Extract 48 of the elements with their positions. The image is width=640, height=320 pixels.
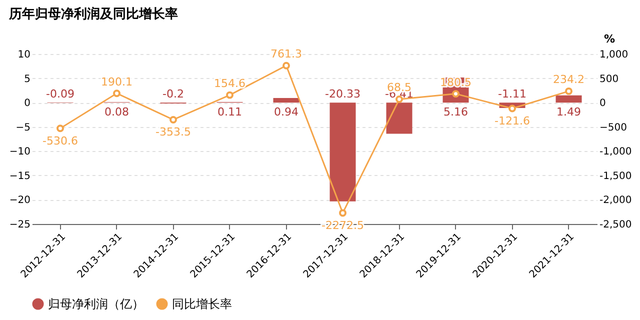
y-tick-label: −25 [9, 220, 30, 230]
data-label: 0.94 [274, 106, 298, 119]
point [282, 62, 290, 70]
y2-tick-label: 500 [600, 74, 619, 85]
y-tick-label: 5 [24, 74, 30, 85]
y2-tick-label: −500 [600, 122, 627, 134]
y-tick-label: 0 [24, 98, 30, 110]
data-label: -121.6 [494, 114, 530, 128]
data-label: 761.3 [270, 48, 302, 61]
legend-label: 归母净利润（亿） [48, 297, 144, 311]
bar [273, 98, 300, 103]
y2-tick-label: -1,000 [600, 146, 632, 158]
point [226, 91, 234, 99]
point [508, 104, 516, 112]
y-tick-label: −20 [9, 195, 30, 206]
y2-tick-label: -2,000 [600, 195, 632, 206]
y-tick-label: −5 [16, 122, 30, 134]
data-label: 5.16 [444, 106, 468, 119]
bar [386, 102, 412, 134]
y2-tick-label: -2,500 [600, 220, 632, 230]
y-tick-label: −15 [9, 170, 30, 182]
y2-axis-title: % [604, 32, 616, 46]
data-label: -530.6 [42, 134, 78, 148]
data-label: 0.08 [104, 106, 129, 119]
chart-title: 历年归母净利润及同比增长率 [8, 6, 178, 22]
data-label: 154.6 [214, 77, 246, 90]
y2-tick-label: 0 [600, 98, 606, 110]
data-label: 1.49 [556, 106, 581, 119]
data-label: -20.33 [325, 88, 360, 101]
data-label: -1.11 [498, 88, 526, 101]
point [113, 90, 120, 98]
data-label: 190.1 [101, 75, 132, 88]
data-label: -353.5 [156, 126, 191, 139]
bar [556, 95, 582, 103]
data-label: 0.11 [218, 106, 242, 119]
legend-label: 同比增长率 [172, 297, 232, 311]
y2-tick-label: -1,500 [600, 170, 632, 182]
y-tick-label: −10 [9, 146, 30, 158]
y-tick-label: 10 [18, 50, 30, 60]
point [565, 87, 572, 95]
point [56, 124, 64, 132]
bar [330, 102, 356, 202]
data-label: -0.09 [46, 88, 74, 101]
y2-tick-label: 1,000 [600, 50, 628, 60]
data-label: -0.2 [162, 88, 184, 101]
data-label: 234.2 [553, 73, 584, 86]
point [170, 116, 177, 124]
point [339, 209, 346, 217]
